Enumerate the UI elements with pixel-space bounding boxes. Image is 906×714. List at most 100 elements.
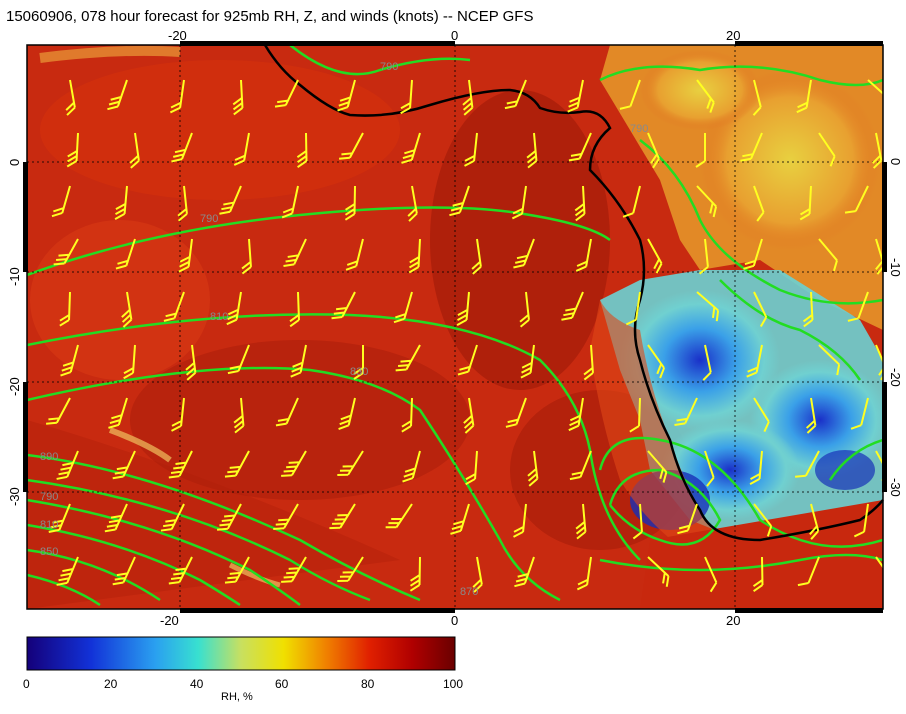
wind-barb <box>112 556 136 586</box>
wind-barb <box>337 79 356 112</box>
contour-label: 890 <box>40 451 58 463</box>
wind-barb <box>464 132 478 167</box>
contour-label: 810 <box>210 311 228 323</box>
lat-tick-right: 0 <box>888 158 903 165</box>
colorbar-tick: 100 <box>443 677 464 691</box>
wind-barb <box>681 608 697 643</box>
lon-tick-bottom: -20 <box>160 613 179 628</box>
wind-barbs <box>45 79 883 645</box>
wind-barb <box>568 132 592 162</box>
wind-barb <box>65 79 76 116</box>
wind-barb <box>59 291 71 327</box>
graticule <box>27 45 883 609</box>
wind-barb <box>647 132 660 169</box>
wind-barb <box>818 344 841 376</box>
wind-barb <box>622 185 641 218</box>
wind-barb <box>338 397 356 431</box>
wind-barb <box>104 503 128 533</box>
wind-barb <box>458 610 469 644</box>
wind-barb <box>56 556 79 586</box>
wind-barb <box>505 397 527 428</box>
wind-barb <box>850 397 869 430</box>
wind-barb <box>511 185 527 220</box>
wind-barb <box>114 185 128 220</box>
wind-barb <box>171 132 193 163</box>
wind-barb <box>568 397 584 432</box>
wind-barb <box>169 79 185 114</box>
wind-barb <box>583 344 594 381</box>
height-contours <box>27 45 883 607</box>
colorbar-label: RH, % <box>221 691 253 703</box>
rh-field <box>27 45 883 609</box>
wind-barb <box>853 503 869 538</box>
wind-barb <box>818 132 836 167</box>
wind-barb <box>401 132 421 164</box>
lon-tick-top: 0 <box>451 28 458 43</box>
wind-barb <box>746 344 763 378</box>
wind-barb <box>647 556 670 587</box>
wind-barb <box>704 556 718 593</box>
wind-barb <box>123 344 136 380</box>
wind-barb <box>575 503 587 540</box>
contour-label: 790 <box>630 123 648 135</box>
contour-label: 790 <box>40 491 58 503</box>
wind-barb <box>281 185 299 219</box>
colorbar <box>26 636 456 671</box>
wind-barb <box>49 607 70 642</box>
wind-barb <box>171 397 185 432</box>
colorbar-tick: 60 <box>275 677 289 691</box>
wind-barb <box>168 556 193 585</box>
wind-barb <box>273 503 299 530</box>
wind-barb <box>513 503 527 538</box>
contour-label: 790 <box>380 61 398 73</box>
wind-barb <box>647 450 668 483</box>
wind-barb <box>526 132 538 169</box>
wind-barb <box>704 450 715 487</box>
lat-tick-left: -20 <box>7 377 22 396</box>
wind-barb <box>177 185 188 222</box>
wind-barb <box>108 397 128 429</box>
wind-barb <box>867 79 883 110</box>
wind-barb <box>753 397 770 433</box>
wind-barb <box>517 610 531 645</box>
wind-barb <box>395 344 421 372</box>
lat-tick-right: -10 <box>888 258 903 277</box>
colorbar-tick: 80 <box>361 677 375 691</box>
wind-barb <box>696 185 718 218</box>
wind-barb <box>331 291 356 320</box>
wind-barb <box>743 238 763 270</box>
wind-barb <box>344 185 356 221</box>
wind-barb <box>504 79 527 110</box>
wind-barb <box>631 610 646 645</box>
wind-barb <box>107 79 128 111</box>
wind-barb <box>513 238 535 269</box>
wind-barb <box>799 185 812 221</box>
wind-barb <box>337 556 364 583</box>
wind-barb <box>875 344 883 381</box>
wind-barb <box>450 503 470 535</box>
wind-barb <box>275 397 299 427</box>
contour-labels: 790 790 790 790 810 810 830 850 870 890 <box>40 61 648 598</box>
wind-barb <box>749 450 763 485</box>
wind-barb <box>753 503 773 537</box>
wind-barb <box>629 397 641 433</box>
wind-barb <box>105 606 127 641</box>
wind-barb <box>696 291 720 322</box>
wind-barb <box>185 344 197 381</box>
wind-barb <box>695 133 706 168</box>
wind-barb <box>575 238 592 272</box>
wind-barb <box>345 238 364 271</box>
wind-barb <box>844 185 869 214</box>
wind-barb <box>471 238 482 275</box>
contour-label: 830 <box>350 366 368 378</box>
wind-barb <box>561 291 584 321</box>
wind-barb <box>752 556 764 592</box>
wind-barb <box>677 503 698 535</box>
wind-barb <box>401 397 413 433</box>
wind-barb <box>818 238 838 272</box>
wind-barb <box>407 185 418 222</box>
wind-barb <box>232 79 244 116</box>
wind-barb <box>329 503 356 530</box>
wind-barb <box>233 132 250 166</box>
